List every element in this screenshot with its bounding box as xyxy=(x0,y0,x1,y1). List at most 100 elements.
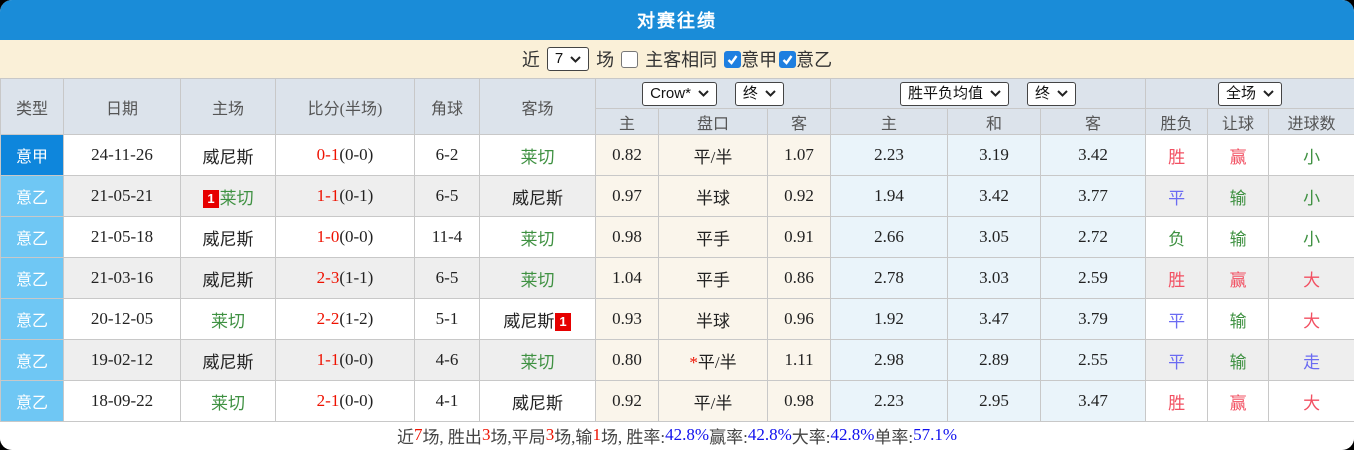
handicap-result-cell: 输 xyxy=(1207,339,1270,381)
odds-home-cell: 0.82 xyxy=(595,134,659,176)
corners-cell: 4-6 xyxy=(414,339,480,381)
goals-result-cell: 大 xyxy=(1268,298,1354,340)
result-group-header: 全场 xyxy=(1145,78,1354,109)
odds-company-value: Crow* xyxy=(650,84,691,102)
sub-header-mean-draw: 和 xyxy=(947,108,1042,135)
sub-header-goals: 进球数 xyxy=(1268,108,1354,135)
handicap-result-cell: 赢 xyxy=(1207,257,1270,299)
mean-home-cell: 2.78 xyxy=(830,257,949,299)
col-header-home: 主场 xyxy=(180,78,276,135)
handicap-cell: 半球 xyxy=(658,298,768,340)
home-team-cell: 威尼斯 xyxy=(180,339,276,381)
team-name: 威尼斯 xyxy=(503,311,555,331)
mean-away-cell: 3.79 xyxy=(1040,298,1147,340)
result-scope-select[interactable]: 全场 xyxy=(1218,81,1283,106)
score-cell: 0-1(0-0) xyxy=(275,134,415,176)
odds-away-cell: 0.91 xyxy=(766,216,832,258)
final-score: 2-2 xyxy=(316,309,340,328)
mean-time-select[interactable]: 终 xyxy=(1027,81,1077,106)
half-score: (0-0) xyxy=(339,350,374,369)
games-count-select[interactable]: 7 xyxy=(546,47,590,71)
panel-title: 对赛往绩 xyxy=(0,0,1354,40)
table-row: 意乙 21-05-18 威尼斯 1-0(0-0) 11-4 莱切 0.98 平手 0.91 2.6… xyxy=(0,216,1354,258)
table-row: 意乙 20-12-05 莱切 2-2(1-2) 5-1 威尼斯 1 0.93 半球 0.96 1.9… xyxy=(0,298,1354,340)
league-cell: 意甲 xyxy=(0,134,64,176)
team-name: 威尼斯 xyxy=(512,188,563,208)
mean-draw-cell: 2.89 xyxy=(947,339,1042,381)
footer-segment: 3 xyxy=(481,425,491,444)
footer-segment: 赢率: xyxy=(709,427,748,447)
odds-home-cell: 0.80 xyxy=(595,339,659,381)
odds-away-cell: 0.92 xyxy=(766,175,832,217)
league-cell: 意乙 xyxy=(0,175,64,217)
final-score: 2-1 xyxy=(316,391,340,410)
filter-bar: 近 7 场 主客相同 意甲 意乙 xyxy=(0,40,1354,78)
handicap-result-cell: 赢 xyxy=(1207,380,1270,422)
same-venue-label: 主客相同 xyxy=(645,50,718,70)
check-icon xyxy=(727,54,738,65)
same-venue-checkbox[interactable] xyxy=(621,50,639,68)
score-cell: 2-2(1-2) xyxy=(275,298,415,340)
handicap-cell: 平/半 xyxy=(658,380,768,422)
away-team-cell: 莱切 xyxy=(479,134,596,176)
odds-away-cell: 0.96 xyxy=(766,298,832,340)
mean-home-cell: 2.66 xyxy=(830,216,949,258)
serie-b-label: 意乙 xyxy=(796,50,833,70)
final-score: 0-1 xyxy=(316,145,340,164)
footer-segment: 1 xyxy=(592,425,601,444)
score-cell: 1-1(0-0) xyxy=(275,339,415,381)
mean-draw-cell: 2.95 xyxy=(947,380,1042,422)
league-cell: 意乙 xyxy=(0,257,64,299)
handicap-result-cell: 输 xyxy=(1207,298,1270,340)
table-row: 意乙 21-05-21 1 莱切 1-1(0-1) 6-5 威尼斯 0.97 半球 0.92 1.9… xyxy=(0,175,1354,217)
mean-home-cell: 2.98 xyxy=(830,339,949,381)
away-team-cell: 莱切 xyxy=(479,339,596,381)
panel-title-text: 对赛往绩 xyxy=(637,11,717,31)
team-name: 莱切 xyxy=(520,229,555,249)
away-team-cell: 莱切 xyxy=(479,257,596,299)
odds-company-select[interactable]: Crow* xyxy=(642,81,717,106)
mean-draw-cell: 3.47 xyxy=(947,298,1042,340)
handicap-star: * xyxy=(689,352,698,372)
date-cell: 21-05-18 xyxy=(63,216,181,258)
chevron-down-icon xyxy=(570,55,581,63)
mean-home-cell: 2.23 xyxy=(830,380,949,422)
away-team-cell: 威尼斯 xyxy=(479,380,596,422)
footer-segment: 3 xyxy=(545,425,555,444)
sub-header-handicap: 盘口 xyxy=(658,108,768,135)
corners-cell: 5-1 xyxy=(414,298,480,340)
col-header-score: 比分(半场) xyxy=(275,78,415,135)
handicap-cell: 平手 xyxy=(658,216,768,258)
goals-result-cell: 小 xyxy=(1268,134,1354,176)
half-score: (0-0) xyxy=(339,227,374,246)
odds-home-cell: 0.93 xyxy=(595,298,659,340)
chevron-down-icon xyxy=(1057,90,1068,97)
corners-cell: 4-1 xyxy=(414,380,480,422)
away-team-cell: 威尼斯 1 xyxy=(479,298,596,340)
handicap-cell: *平/半 xyxy=(658,339,768,381)
serie-a-checkbox[interactable] xyxy=(724,50,742,68)
corners-cell: 11-4 xyxy=(414,216,480,258)
date-cell: 18-09-22 xyxy=(63,380,181,422)
mean-draw-cell: 3.19 xyxy=(947,134,1042,176)
col-header-date: 日期 xyxy=(63,78,181,135)
footer-segment: 近 xyxy=(396,427,414,447)
team-name: 威尼斯 xyxy=(202,229,254,249)
home-team-cell: 莱切 xyxy=(180,380,276,422)
footer-segment: 场,平局 xyxy=(490,427,546,447)
mean-group-header: 胜平负均值 终 xyxy=(830,78,1147,109)
home-team-cell: 威尼斯 xyxy=(180,257,276,299)
corners-cell: 6-5 xyxy=(414,257,480,299)
serie-b-checkbox[interactable] xyxy=(779,50,797,68)
mean-away-cell: 2.55 xyxy=(1040,339,1147,381)
handicap-result-cell: 输 xyxy=(1207,175,1270,217)
match-history-table: 类型 日期 主场 比分(半场) 角球 客场 Crow* 终 xyxy=(0,78,1354,422)
odds-time-select[interactable]: 终 xyxy=(734,81,784,106)
goals-result-cell: 大 xyxy=(1268,257,1354,299)
table-row: 意乙 21-03-16 威尼斯 2-3(1-1) 6-5 莱切 1.04 平手 0.86 2.78… xyxy=(0,257,1354,299)
mean-type-select[interactable]: 胜平负均值 xyxy=(900,81,1010,106)
away-team-cell: 威尼斯 xyxy=(479,175,596,217)
home-team-cell: 1 莱切 xyxy=(180,175,276,217)
table-row: 意乙 19-02-12 威尼斯 1-1(0-0) 4-6 莱切 0.80 *平/半 1.11 2.… xyxy=(0,339,1354,381)
date-cell: 21-03-16 xyxy=(63,257,181,299)
